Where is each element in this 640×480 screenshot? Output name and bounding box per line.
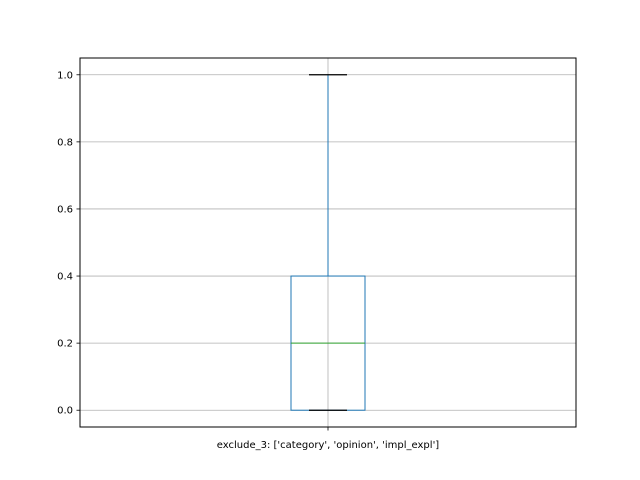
y-tick-label: 0.2 [57,339,73,350]
y-tick-label: 1.0 [57,70,73,81]
box-group [290,74,366,411]
y-tick-label: 0.8 [57,137,73,148]
y-tick-label: 0.6 [57,204,73,215]
y-tick-label: 0.4 [57,272,73,283]
y-tick-label: 0.0 [57,406,73,417]
axis-ticks: 0.0 0.2 0.4 0.6 0.8 1.0 exclude_3: ['category'… [57,70,439,451]
x-tick-label: exclude_3: ['category', 'opinion', 'impl… [217,440,440,451]
